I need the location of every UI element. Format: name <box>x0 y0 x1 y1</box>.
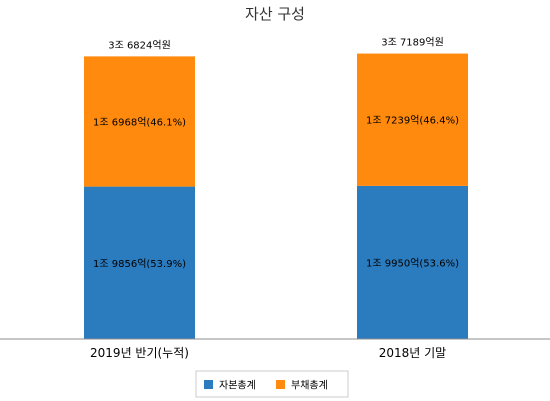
legend-box <box>195 370 349 398</box>
segment-label-equity-2: 1조 9950억(53.6%) <box>366 257 459 269</box>
legend-label-equity: 자본총계 <box>219 380 256 392</box>
category-label-2: 2018년 기말 <box>379 346 446 360</box>
bar-segment-liabilities-1 <box>84 56 195 187</box>
legend-swatch-liabilities <box>276 380 285 389</box>
category-labels: 2019년 반기(누적) 2018년 기말 <box>90 346 446 360</box>
segment-label-liabilities-2: 1조 7239억(46.4%) <box>366 115 459 127</box>
bars-layer: 1조 9856억(53.9%) 1조 6968억(46.1%) 3조 6824억원 1… <box>84 37 468 339</box>
category-label-1: 2019년 반기(누적) <box>90 346 189 360</box>
chart-title: 자산 구성 <box>245 5 305 23</box>
legend: 자본총계 부채총계 <box>195 370 349 398</box>
total-label-1: 3조 6824억원 <box>108 39 171 51</box>
segment-label-equity-1: 1조 9856억(53.9%) <box>93 258 186 270</box>
legend-label-liabilities: 부채총계 <box>291 380 328 392</box>
bar-segment-equity-1 <box>84 186 195 339</box>
bar-segment-equity-2 <box>357 185 468 339</box>
bar-segment-liabilities-2 <box>357 53 468 186</box>
legend-swatch-equity <box>204 380 213 389</box>
segment-label-liabilities-1: 1조 6968억(46.1%) <box>93 116 186 128</box>
total-label-2: 3조 7189억원 <box>381 37 444 49</box>
